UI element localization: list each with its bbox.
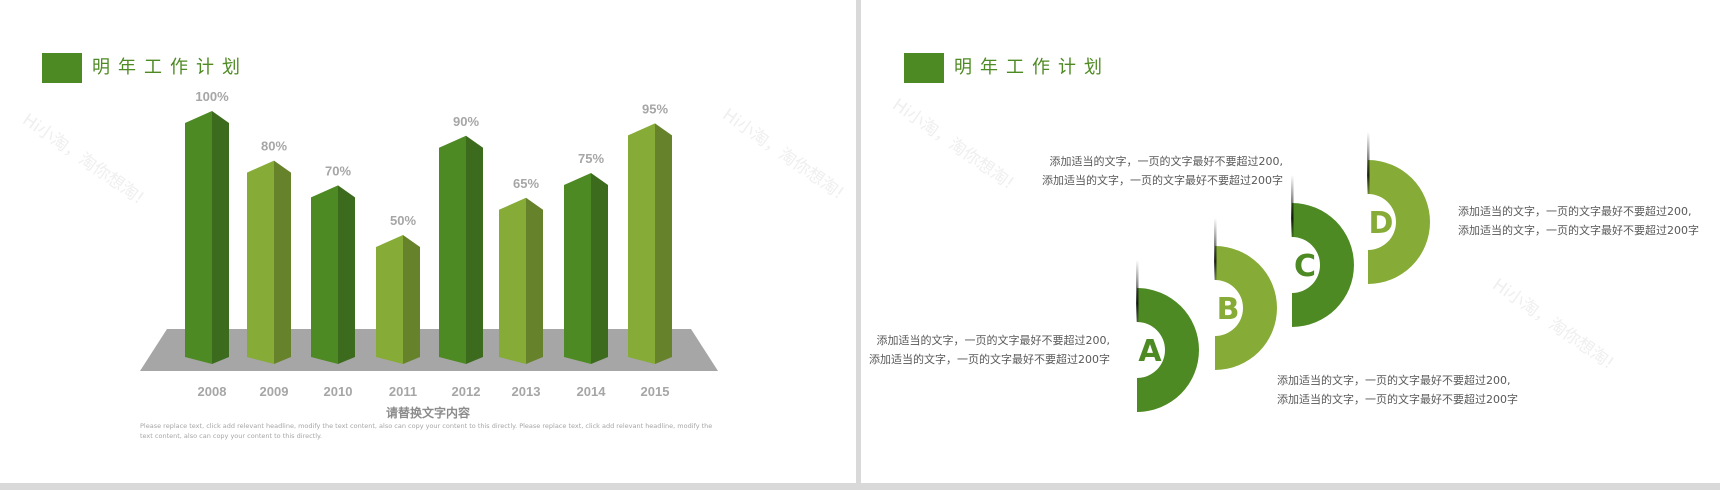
step-rings: A B C D bbox=[1136, 132, 1430, 412]
bar-front-face bbox=[311, 185, 338, 364]
x-tick-label: 2009 bbox=[260, 384, 289, 399]
step-d: D bbox=[1367, 132, 1430, 284]
bar-front-face bbox=[564, 173, 591, 364]
x-tick-label: 2011 bbox=[389, 384, 417, 399]
slide-right: 明年工作计划 A B C D 添加适当的文字，一页的文字最好不要超过200, 添加适当… bbox=[861, 0, 1720, 483]
step-letter: A bbox=[1138, 334, 1162, 369]
x-tick-label: 2008 bbox=[198, 384, 227, 399]
body-text: Please replace text, click add relevant … bbox=[140, 422, 713, 440]
bar-front-face bbox=[499, 197, 526, 364]
step-letter: C bbox=[1294, 249, 1316, 284]
half-ring bbox=[1368, 160, 1430, 284]
step-a: A bbox=[1136, 260, 1199, 412]
slide-left: 明年工作计划 100% 2008 80% 2009 70% 2010 50% 2011 90% 2… bbox=[0, 0, 856, 483]
ring-shadow bbox=[1367, 132, 1370, 194]
bar-2011 bbox=[376, 235, 420, 364]
x-tick-label: 2014 bbox=[577, 384, 607, 399]
step-c: C bbox=[1291, 175, 1354, 327]
chart-caption: 请替换文字内容 bbox=[385, 406, 470, 420]
bar-side-face bbox=[466, 135, 483, 364]
bar-chart: 100% 2008 80% 2009 70% 2010 50% 2011 90% 2012 65% 2… bbox=[140, 89, 718, 399]
bottom-band bbox=[0, 483, 1720, 490]
data-label: 75% bbox=[578, 151, 604, 166]
data-label: 90% bbox=[453, 114, 479, 129]
desc-line: 添加适当的文字，一页的文字最好不要超过200字 bbox=[1042, 174, 1283, 187]
desc-line: 添加适当的文字，一页的文字最好不要超过200字 bbox=[869, 353, 1110, 366]
desc-line: 添加适当的文字，一页的文字最好不要超过200, bbox=[1049, 155, 1284, 168]
step-letter: B bbox=[1217, 292, 1240, 327]
half-ring bbox=[1137, 288, 1199, 412]
bar-side-face bbox=[403, 235, 420, 364]
data-label: 65% bbox=[513, 176, 539, 191]
slide-title: 明年工作计划 bbox=[92, 57, 248, 78]
step-b-description: 添加适当的文字，一页的文字最好不要超过200, 添加适当的文字，一页的文字最好不… bbox=[1277, 371, 1518, 409]
step-a-description: 添加适当的文字，一页的文字最好不要超过200, 添加适当的文字，一页的文字最好不… bbox=[869, 331, 1110, 369]
half-ring bbox=[1215, 246, 1277, 370]
half-ring bbox=[1292, 203, 1354, 327]
data-label: 70% bbox=[325, 163, 351, 178]
data-label: 95% bbox=[642, 101, 668, 116]
bar-2013 bbox=[499, 197, 543, 364]
bar-2010 bbox=[311, 185, 355, 364]
slide-divider bbox=[856, 0, 861, 490]
x-tick-label: 2013 bbox=[512, 384, 541, 399]
ring-shadow bbox=[1214, 218, 1217, 280]
title-marker bbox=[42, 53, 82, 83]
bar-side-face bbox=[655, 123, 672, 365]
ring-shadow bbox=[1136, 260, 1139, 322]
desc-line: 添加适当的文字，一页的文字最好不要超过200, bbox=[1277, 374, 1511, 387]
bar-front-face bbox=[628, 123, 655, 365]
data-label: 50% bbox=[390, 213, 416, 228]
x-tick-label: 2010 bbox=[324, 384, 353, 399]
bar-2009 bbox=[247, 160, 291, 364]
ring-shadow bbox=[1291, 175, 1294, 237]
desc-line: 添加适当的文字，一页的文字最好不要超过200字 bbox=[1458, 224, 1699, 237]
step-b: B bbox=[1214, 218, 1277, 370]
desc-line: 添加适当的文字，一页的文字最好不要超过200, bbox=[876, 334, 1111, 347]
bar-front-face bbox=[439, 135, 466, 364]
title-marker bbox=[904, 53, 944, 83]
data-label: 80% bbox=[261, 139, 287, 154]
desc-line: 添加适当的文字，一页的文字最好不要超过200, bbox=[1458, 205, 1692, 218]
x-tick-label: 2015 bbox=[641, 384, 670, 399]
bar-side-face bbox=[338, 185, 355, 364]
bar-front-face bbox=[376, 235, 403, 364]
step-d-description: 添加适当的文字，一页的文字最好不要超过200, 添加适当的文字，一页的文字最好不… bbox=[1458, 202, 1699, 240]
desc-line: 添加适当的文字，一页的文字最好不要超过200字 bbox=[1277, 393, 1518, 406]
slide-title: 明年工作计划 bbox=[954, 57, 1110, 78]
x-tick-label: 2012 bbox=[452, 384, 481, 399]
data-label: 100% bbox=[195, 89, 229, 104]
step-c-description: 添加适当的文字，一页的文字最好不要超过200, 添加适当的文字，一页的文字最好不… bbox=[1042, 152, 1283, 190]
bar-side-face bbox=[591, 173, 608, 364]
bar-side-face bbox=[526, 197, 543, 364]
bar-side-face bbox=[212, 111, 229, 364]
bar-front-face bbox=[247, 160, 274, 364]
bar-front-face bbox=[185, 111, 212, 364]
bar-2012 bbox=[439, 135, 483, 364]
bar-2008 bbox=[185, 111, 229, 364]
bar-2014 bbox=[564, 173, 608, 364]
bar-2015 bbox=[628, 123, 672, 365]
step-letter: D bbox=[1369, 206, 1394, 241]
bar-side-face bbox=[274, 160, 291, 364]
